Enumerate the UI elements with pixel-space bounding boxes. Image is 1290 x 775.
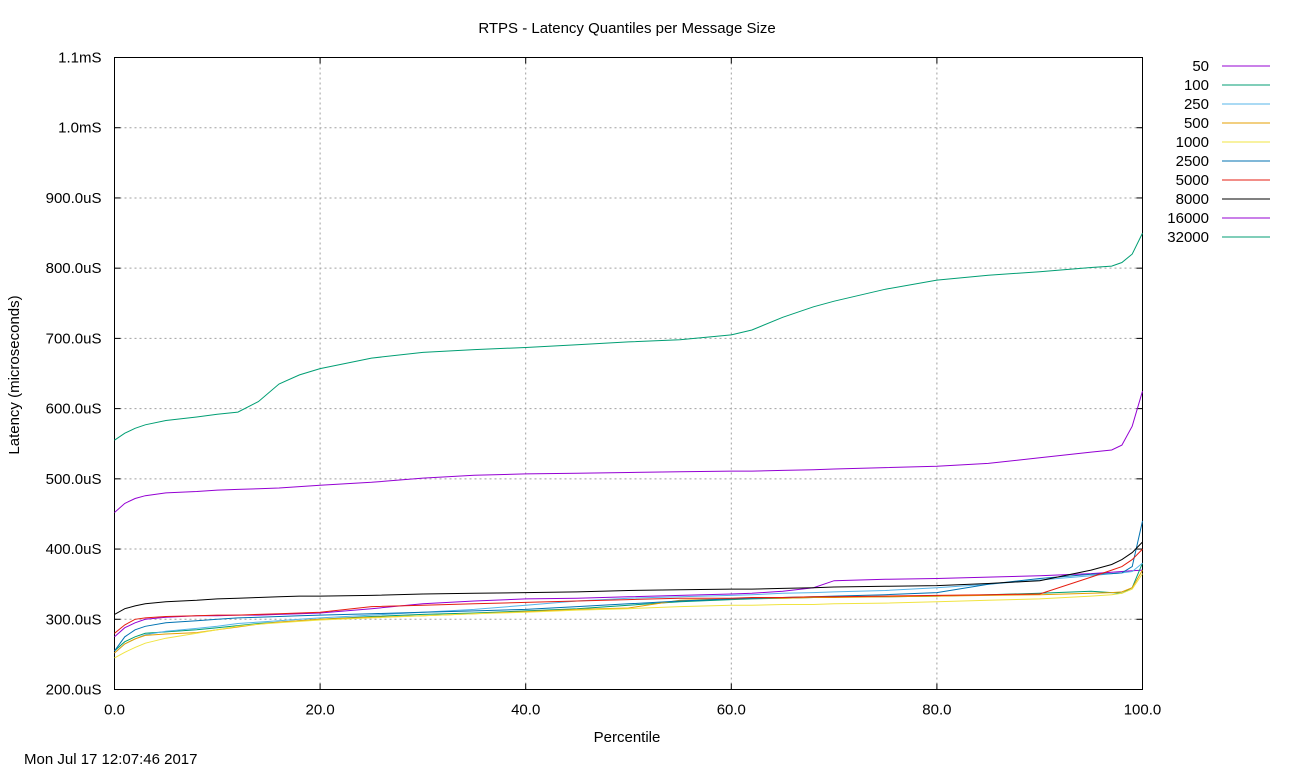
legend-label-1000: 1000 <box>1176 134 1209 151</box>
legend: 50 100 250 500 1000 2500 5000 8000 16000 32000 <box>1167 58 1270 246</box>
series-line-1000 <box>114 573 1143 659</box>
y-tick-label: 800.0uS <box>46 260 102 277</box>
x-axis-label: Percentile <box>594 729 661 746</box>
y-tick-label: 600.0uS <box>46 401 102 418</box>
y-tick-label: 1.1mS <box>58 50 101 67</box>
chart-title: RTPS - Latency Quantiles per Message Siz… <box>478 20 775 37</box>
axis-ticks <box>114 57 1143 690</box>
y-tick-label: 300.0uS <box>46 611 102 628</box>
y-tick-label: 900.0uS <box>46 190 102 207</box>
y-tick-label: 1.0mS <box>58 120 101 137</box>
y-tick-label: 400.0uS <box>46 541 102 558</box>
legend-label-5000: 5000 <box>1176 172 1209 189</box>
y-tick-labels: 200.0uS 300.0uS 400.0uS 500.0uS 600.0uS 700.0… <box>46 50 102 699</box>
legend-label-50: 50 <box>1192 58 1209 75</box>
x-tick-label: 20.0 <box>305 702 334 719</box>
y-axis-label: Latency (microseconds) <box>6 295 23 454</box>
legend-label-250: 250 <box>1184 96 1209 113</box>
legend-label-500: 500 <box>1184 115 1209 132</box>
x-tick-label: 60.0 <box>717 702 746 719</box>
timestamp-label: Mon Jul 17 12:07:46 2017 <box>24 751 197 768</box>
legend-label-8000: 8000 <box>1176 191 1209 208</box>
y-tick-label: 500.0uS <box>46 471 102 488</box>
legend-label-32000: 32000 <box>1167 229 1209 246</box>
series-lines <box>114 232 1143 659</box>
x-tick-labels: 0.0 20.0 40.0 60.0 80.0 100.0 <box>104 702 1161 719</box>
legend-label-100: 100 <box>1184 77 1209 94</box>
x-tick-label: 100.0 <box>1124 702 1162 719</box>
series-line-8000 <box>114 541 1143 615</box>
series-line-5000 <box>114 548 1143 634</box>
x-tick-label: 80.0 <box>922 702 951 719</box>
grid-lines <box>114 57 1143 690</box>
plot-frame <box>114 57 1143 690</box>
series-line-32000 <box>114 232 1143 441</box>
x-tick-label: 0.0 <box>104 702 125 719</box>
series-line-16000 <box>114 390 1143 513</box>
y-tick-label: 700.0uS <box>46 330 102 347</box>
y-tick-label: 200.0uS <box>46 682 102 699</box>
series-line-2500 <box>114 520 1143 652</box>
legend-label-16000: 16000 <box>1167 210 1209 227</box>
x-tick-label: 40.0 <box>511 702 540 719</box>
legend-label-2500: 2500 <box>1176 153 1209 170</box>
